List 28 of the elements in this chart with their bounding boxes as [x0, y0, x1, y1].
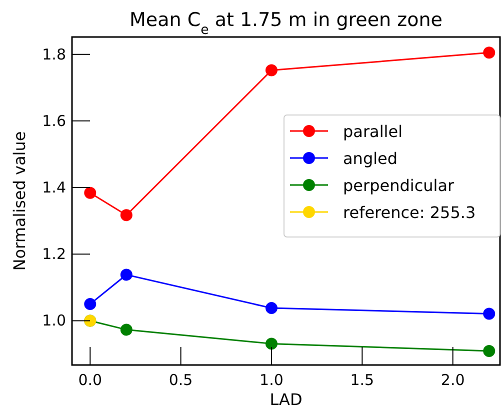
- legend-label: reference: 255.3: [343, 203, 476, 222]
- point: [483, 46, 496, 59]
- y-axis-title: Normalised value: [10, 131, 29, 271]
- point: [120, 209, 132, 222]
- legend-label: parallel: [343, 122, 403, 141]
- point: [483, 345, 496, 358]
- y-tick-label: 1.8: [42, 45, 66, 64]
- x-axis-title: LAD: [270, 390, 302, 409]
- y-tick-label: 1.2: [42, 245, 66, 264]
- x-tick-label: 1.0: [260, 371, 284, 389]
- chart-title: Mean C$_{e}$ at 1.75 m in green zone: [130, 9, 442, 38]
- y-tick-label: 1.6: [42, 112, 66, 130]
- point: [84, 298, 96, 310]
- point: [120, 268, 132, 281]
- point: [265, 64, 278, 76]
- y-tick-label: 1.0: [42, 312, 66, 330]
- legend-label: angled: [343, 149, 398, 168]
- x-tick-label: 0.5: [168, 371, 193, 389]
- x-tick-label: 0.0: [78, 371, 102, 389]
- point: [265, 302, 278, 314]
- y-tick-label: 1.4: [42, 178, 66, 197]
- point: [265, 338, 278, 350]
- legend-label: perpendicular: [343, 176, 455, 195]
- x-tick-label: 1.5: [350, 371, 374, 389]
- point: [84, 186, 96, 199]
- point: [483, 308, 496, 320]
- x-tick-label: 2.0: [440, 371, 465, 389]
- point: [120, 324, 132, 336]
